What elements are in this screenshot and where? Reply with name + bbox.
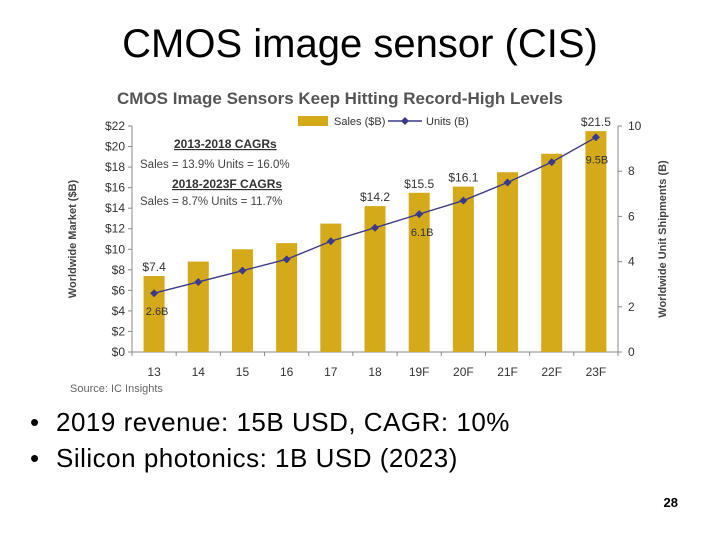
x-axis-tick-label: 18 — [368, 365, 382, 379]
cagr-values: Sales = 8.7% Units = 11.7% — [140, 196, 282, 208]
bar-15 — [231, 249, 253, 352]
bar-value-label: $7.4 — [142, 260, 166, 274]
bar-value-label: $15.5 — [404, 177, 434, 191]
left-axis-tick-label: $0 — [112, 345, 126, 359]
units-point-15 — [238, 266, 247, 275]
slide-title: CMOS image sensor (CIS) — [122, 22, 598, 66]
bullet-item: • Silicon photonics: 1B USD (2023) — [30, 440, 510, 476]
left-axis-tick-label: $12 — [105, 222, 125, 236]
bar-23F — [585, 131, 607, 352]
left-axis-tick-label: $14 — [105, 201, 125, 215]
x-axis-tick-label: 19F — [409, 365, 430, 379]
units-value-label: 6.1B — [411, 227, 434, 239]
right-axis-title: Worldwide Unit Shipments (B) — [657, 160, 669, 318]
legend-sales-label: Sales ($B) — [334, 116, 385, 128]
left-axis-tick-label: $6 — [112, 283, 126, 297]
bullet-dot: • — [30, 407, 40, 437]
bar-18 — [364, 206, 386, 352]
bar-14 — [187, 261, 209, 352]
x-axis-tick-label: 21F — [497, 365, 518, 379]
bar-value-label: $14.2 — [360, 190, 390, 204]
bar-20F — [452, 186, 474, 352]
right-axis-tick-label: 10 — [628, 119, 642, 133]
units-point-19F — [415, 210, 424, 219]
left-axis-tick-label: $10 — [105, 242, 125, 256]
legend-bar-swatch — [298, 116, 328, 126]
left-axis-tick-label: $8 — [112, 263, 126, 277]
bar-value-label: $16.1 — [448, 171, 478, 185]
units-point-22F — [547, 158, 556, 167]
right-axis-tick-label: 2 — [628, 300, 635, 314]
bar-19F — [408, 192, 430, 352]
left-axis-tick-label: $22 — [105, 119, 125, 133]
bar-16 — [276, 243, 298, 352]
units-point-21F — [503, 178, 512, 187]
units-point-14 — [194, 277, 203, 286]
x-axis-tick-label: 22F — [541, 365, 562, 379]
left-axis-tick-label: $4 — [112, 304, 126, 318]
x-axis-tick-label: 15 — [236, 365, 250, 379]
cagr-values: Sales = 13.9% Units = 16.0% — [140, 159, 290, 171]
bar-22F — [541, 153, 563, 352]
x-axis-tick-label: 23F — [586, 365, 607, 379]
bar-line-chart: CMOS Image Sensors Keep Hitting Record-H… — [67, 89, 669, 395]
page-number: 28 — [663, 495, 678, 510]
units-point-20F — [459, 196, 468, 205]
left-axis-tick-label: $2 — [112, 324, 126, 338]
bar-17 — [320, 223, 342, 352]
left-axis-tick-label: $20 — [105, 140, 125, 154]
x-axis-tick-label: 13 — [147, 365, 161, 379]
right-axis-tick-label: 4 — [628, 255, 635, 269]
right-axis-tick-label: 6 — [628, 209, 635, 223]
chart-source: Source: IC Insights — [70, 383, 163, 395]
bar-13 — [143, 275, 165, 352]
units-point-16 — [282, 255, 291, 264]
x-axis-tick-label: 16 — [280, 365, 294, 379]
bar-21F — [497, 172, 519, 352]
cagr-heading: 2018-2023F CAGRs — [172, 177, 282, 191]
x-axis-tick-label: 20F — [453, 365, 474, 379]
units-point-23F — [591, 133, 600, 142]
units-point-13 — [150, 289, 159, 298]
units-value-label: 9.5B — [586, 154, 609, 166]
bar-value-label: $21.5 — [581, 115, 611, 129]
bullet-list: • 2019 revenue: 15B USD, CAGR: 10% • Silic… — [30, 404, 510, 476]
left-axis-title: Worldwide Market ($B) — [67, 179, 79, 298]
bullet-item: • 2019 revenue: 15B USD, CAGR: 10% — [30, 404, 510, 440]
left-axis-tick-label: $18 — [105, 160, 125, 174]
units-point-17 — [326, 237, 335, 246]
right-axis-tick-label: 0 — [628, 345, 635, 359]
bullet-dot: • — [30, 443, 40, 473]
units-value-label: 2.6B — [146, 306, 169, 318]
legend-diamond-icon — [401, 117, 409, 125]
units-point-18 — [371, 223, 379, 232]
x-axis-tick-label: 17 — [324, 365, 338, 379]
left-axis-tick-label: $16 — [105, 181, 125, 195]
bullet-text: Silicon photonics: 1B USD (2023) — [56, 443, 458, 473]
cagr-heading: 2013-2018 CAGRs — [174, 137, 277, 151]
bullet-text: 2019 revenue: 15B USD, CAGR: 10% — [56, 407, 510, 437]
right-axis-tick-label: 8 — [628, 164, 635, 178]
x-axis-tick-label: 14 — [192, 365, 206, 379]
legend-units-label: Units (B) — [426, 116, 469, 128]
chart-title: CMOS Image Sensors Keep Hitting Record-H… — [117, 89, 563, 108]
